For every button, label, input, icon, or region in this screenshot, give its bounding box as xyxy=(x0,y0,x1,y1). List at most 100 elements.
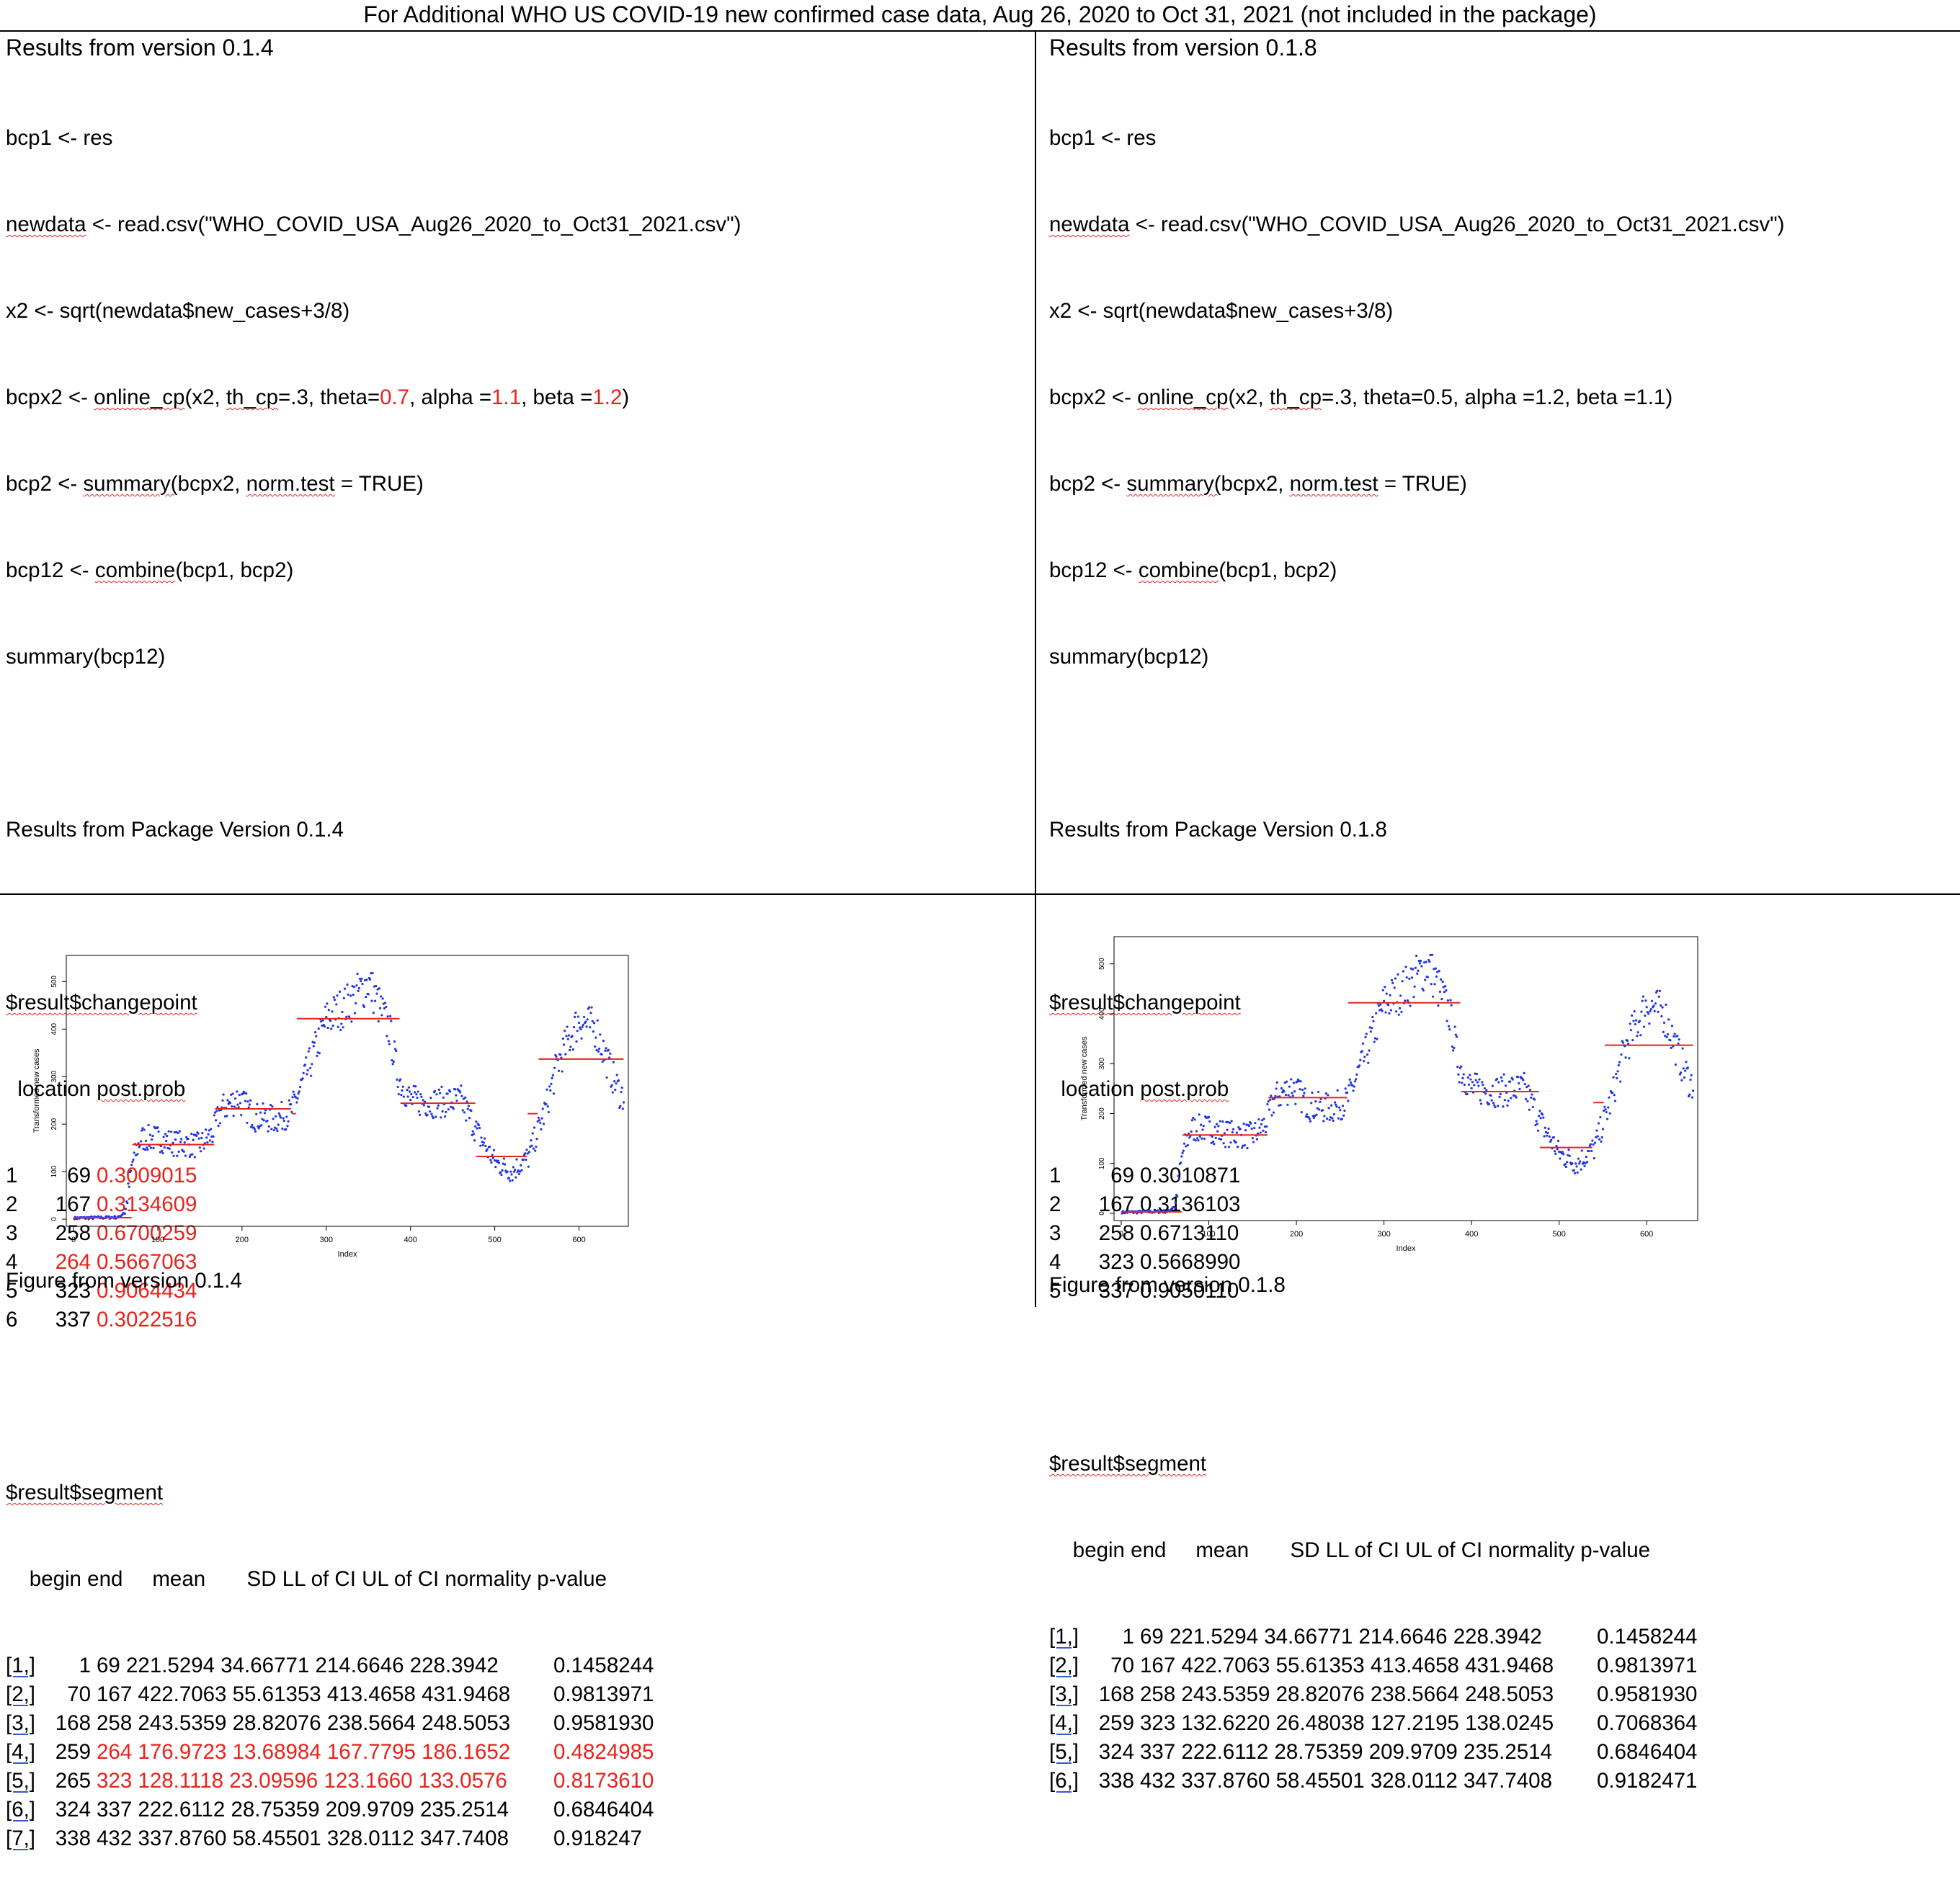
code-text: th_cp xyxy=(226,385,279,409)
data-point xyxy=(1662,1030,1665,1033)
data-point xyxy=(1405,976,1408,979)
data-point xyxy=(415,1093,418,1096)
data-point xyxy=(352,985,355,989)
data-point xyxy=(1409,967,1412,970)
changepoint-location: 258 xyxy=(55,1221,91,1245)
data-point xyxy=(1599,1115,1602,1119)
data-point xyxy=(1265,1125,1268,1128)
data-point xyxy=(340,1022,343,1025)
data-point xyxy=(245,1092,248,1095)
data-point xyxy=(1222,1142,1225,1145)
data-point xyxy=(416,1090,419,1093)
data-point xyxy=(195,1134,198,1137)
data-point xyxy=(1182,1149,1185,1152)
data-point xyxy=(280,1100,283,1104)
data-point xyxy=(1542,1116,1545,1119)
data-point xyxy=(1237,1125,1240,1129)
data-point xyxy=(200,1136,203,1139)
data-point xyxy=(362,1005,365,1008)
data-point xyxy=(1518,1082,1520,1085)
data-point xyxy=(152,1146,155,1149)
data-point xyxy=(221,1099,224,1102)
data-point xyxy=(602,1039,605,1043)
data-point xyxy=(1234,1141,1237,1144)
data-point xyxy=(1648,1022,1651,1025)
changepoint-index: 1 xyxy=(6,1164,18,1187)
x-tick-label: 0 xyxy=(1119,1230,1123,1239)
data-point xyxy=(1399,994,1402,997)
data-point xyxy=(465,1119,468,1122)
data-point xyxy=(1294,1102,1297,1105)
data-point xyxy=(1371,1015,1374,1019)
data-point xyxy=(552,1092,556,1095)
data-point xyxy=(1260,1123,1263,1125)
data-point xyxy=(1438,990,1441,994)
data-point xyxy=(432,1117,435,1120)
data-point xyxy=(248,1103,251,1106)
code-text: newdata xyxy=(1049,213,1130,236)
data-point xyxy=(1246,1146,1249,1150)
data-point xyxy=(360,977,363,981)
data-point xyxy=(1269,1098,1272,1101)
segment-values: 258 243.5359 28.82076 238.5664 248.5053 xyxy=(1140,1682,1554,1706)
data-point xyxy=(1678,1038,1680,1041)
data-point xyxy=(1541,1113,1544,1116)
segment-pvalue: 0.9813971 xyxy=(1597,1654,1698,1677)
y-axis-label: Transformed new cases xyxy=(1080,1036,1089,1120)
data-point xyxy=(515,1158,518,1161)
data-point xyxy=(1186,1143,1189,1147)
data-point xyxy=(1404,999,1407,1002)
data-point xyxy=(520,1169,523,1172)
data-point xyxy=(338,990,342,993)
data-point xyxy=(342,996,345,999)
data-point xyxy=(1345,1092,1349,1094)
data-point xyxy=(172,1154,175,1157)
data-point xyxy=(475,1120,478,1123)
data-point xyxy=(1640,1010,1643,1013)
data-point xyxy=(426,1113,429,1117)
code-text: <- read.csv("WHO_COVID_USA_Aug26_2020_to… xyxy=(86,213,741,236)
data-point xyxy=(1604,1108,1607,1111)
data-point xyxy=(236,1103,239,1106)
data-point xyxy=(1435,975,1438,978)
data-point xyxy=(1522,1079,1525,1082)
data-point xyxy=(424,1112,427,1115)
data-point xyxy=(1254,1121,1257,1125)
data-point xyxy=(1547,1127,1550,1130)
data-point xyxy=(391,1063,394,1066)
data-point xyxy=(1415,954,1418,958)
data-point xyxy=(1644,1014,1647,1017)
data-point xyxy=(1476,1081,1479,1084)
data-point xyxy=(1526,1100,1529,1102)
data-point xyxy=(1531,1105,1534,1109)
data-point xyxy=(610,1084,613,1087)
data-point xyxy=(1539,1117,1542,1120)
data-point xyxy=(530,1139,533,1142)
segment-pvalue: 0.9813971 xyxy=(553,1682,654,1706)
data-point xyxy=(387,1040,390,1043)
data-point xyxy=(1684,1069,1687,1072)
data-point xyxy=(1337,1117,1340,1120)
data-point xyxy=(455,1094,458,1097)
changepoint-header-text: location xyxy=(1049,1077,1141,1101)
data-point xyxy=(507,1177,511,1179)
data-point xyxy=(1283,1090,1286,1093)
data-point xyxy=(1217,1125,1220,1128)
data-point xyxy=(333,999,337,1002)
data-point xyxy=(1564,1165,1568,1169)
data-point xyxy=(217,1124,220,1128)
data-point xyxy=(324,1005,327,1008)
data-point xyxy=(559,1053,562,1056)
data-point xyxy=(531,1132,534,1135)
segment-begin: 338 xyxy=(55,1827,91,1850)
changepoint-row: 3 258 0.6700259 xyxy=(6,1219,741,1248)
data-point xyxy=(536,1120,539,1123)
data-point xyxy=(1582,1161,1585,1164)
data-point xyxy=(478,1126,481,1130)
data-point xyxy=(1352,1089,1355,1092)
data-point xyxy=(1440,978,1443,981)
data-point xyxy=(1180,1161,1182,1164)
data-point xyxy=(1632,1020,1635,1022)
data-point xyxy=(365,978,368,981)
data-point xyxy=(288,1099,290,1102)
